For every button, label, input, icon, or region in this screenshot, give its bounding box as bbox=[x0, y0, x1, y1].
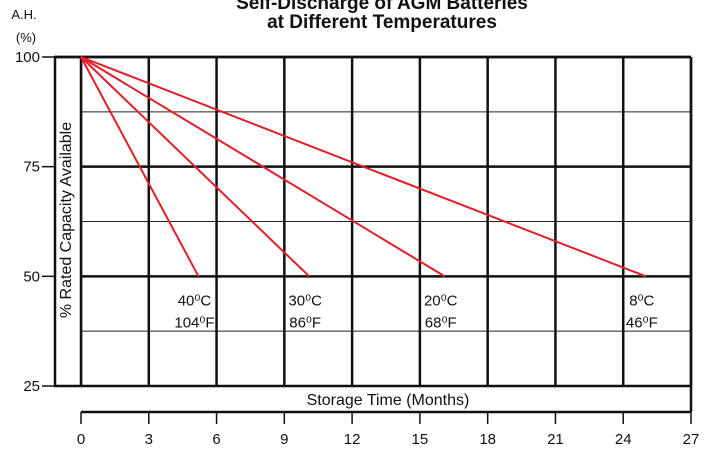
series-line-1 bbox=[80, 56, 310, 278]
x-tick-label-3: 3 bbox=[145, 431, 153, 448]
x-axis-label: Storage Time (Months) bbox=[307, 392, 470, 409]
series-label-celsius-0: 40⁰C bbox=[178, 292, 212, 309]
x-tick-label-0: 0 bbox=[77, 431, 85, 448]
y-label-panel bbox=[53, 55, 83, 388]
y-tick-label-50: 50 bbox=[23, 268, 40, 285]
series-line-2 bbox=[80, 56, 446, 278]
y-unit-label-line2: (%) bbox=[16, 30, 36, 45]
series-label-celsius-3: 8⁰C bbox=[629, 292, 654, 309]
x-tick-label-21: 21 bbox=[547, 431, 564, 448]
x-tick-label-15: 15 bbox=[412, 431, 429, 448]
chart-title-line2: at Different Temperatures bbox=[267, 12, 497, 33]
series-line-0 bbox=[80, 56, 200, 277]
x-tick-label-18: 18 bbox=[479, 431, 496, 448]
series-label-celsius-1: 30⁰C bbox=[288, 292, 322, 309]
y-tick-label-25: 25 bbox=[23, 378, 40, 395]
chart-title-line1: Self-Discharge of AGM Batteries bbox=[236, 0, 528, 14]
x-tick-label-12: 12 bbox=[344, 431, 361, 448]
x-tick-label-9: 9 bbox=[280, 431, 288, 448]
series-label-fahrenheit-0: 104⁰F bbox=[174, 314, 214, 331]
x-tick-label-24: 24 bbox=[615, 431, 632, 448]
x-tick-label-27: 27 bbox=[683, 431, 700, 448]
chart-axes: 25 50 75 100 0 3 6 9 12 15 18 21 24 27 bbox=[15, 49, 699, 448]
y-axis-label: % Rated Capacity Available bbox=[58, 122, 75, 318]
series-label-celsius-2: 20⁰C bbox=[424, 292, 458, 309]
y-tick-label-75: 75 bbox=[23, 159, 40, 176]
series-label-fahrenheit-3: 46⁰F bbox=[626, 314, 658, 331]
x-tick-label-6: 6 bbox=[212, 431, 220, 448]
chart-grid bbox=[53, 55, 693, 414]
series-line-3 bbox=[80, 56, 647, 278]
y-tick-label-100: 100 bbox=[15, 49, 40, 66]
chart-series-lines: 40⁰C 104⁰F 30⁰C 86⁰F 20⁰C 68⁰F 8⁰C 46⁰F bbox=[80, 56, 658, 331]
series-label-fahrenheit-2: 68⁰F bbox=[425, 314, 457, 331]
y-unit-label-line1: A.H. bbox=[11, 7, 36, 22]
series-label-fahrenheit-1: 86⁰F bbox=[289, 314, 321, 331]
